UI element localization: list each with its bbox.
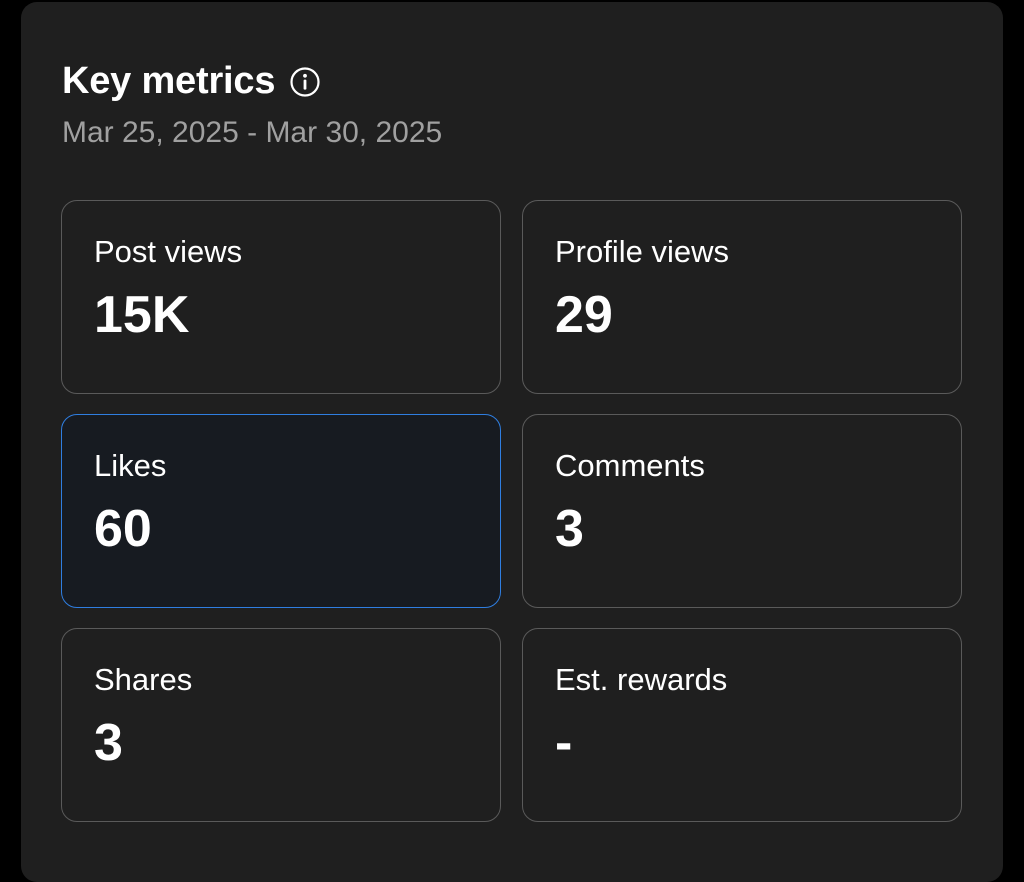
metric-card-shares[interactable]: Shares 3 xyxy=(61,628,501,822)
metric-value: 29 xyxy=(555,286,613,344)
metric-label: Likes xyxy=(94,448,167,483)
metric-card-profile-views[interactable]: Profile views 29 xyxy=(522,200,962,394)
metric-value: 3 xyxy=(94,714,123,772)
metric-card-comments[interactable]: Comments 3 xyxy=(522,414,962,608)
metric-value: 15K xyxy=(94,286,190,344)
panel-header: Key metrics xyxy=(62,58,321,104)
metrics-grid: Post views 15K Profile views 29 Likes 60… xyxy=(61,200,962,822)
metric-value: 60 xyxy=(94,500,152,558)
metric-value: 3 xyxy=(555,500,584,558)
metric-label: Profile views xyxy=(555,234,729,269)
metric-label: Post views xyxy=(94,234,243,269)
panel-title: Key metrics xyxy=(62,60,276,102)
metric-card-likes[interactable]: Likes 60 xyxy=(61,414,501,608)
metric-label: Est. rewards xyxy=(555,662,728,697)
metric-label: Comments xyxy=(555,448,705,483)
metric-card-est-rewards[interactable]: Est. rewards - xyxy=(522,628,962,822)
info-circle-icon[interactable] xyxy=(289,66,321,98)
date-range: Mar 25, 2025 - Mar 30, 2025 xyxy=(62,116,443,149)
metric-card-post-views[interactable]: Post views 15K xyxy=(61,200,501,394)
metric-value: - xyxy=(555,714,573,772)
metric-label: Shares xyxy=(94,662,193,697)
